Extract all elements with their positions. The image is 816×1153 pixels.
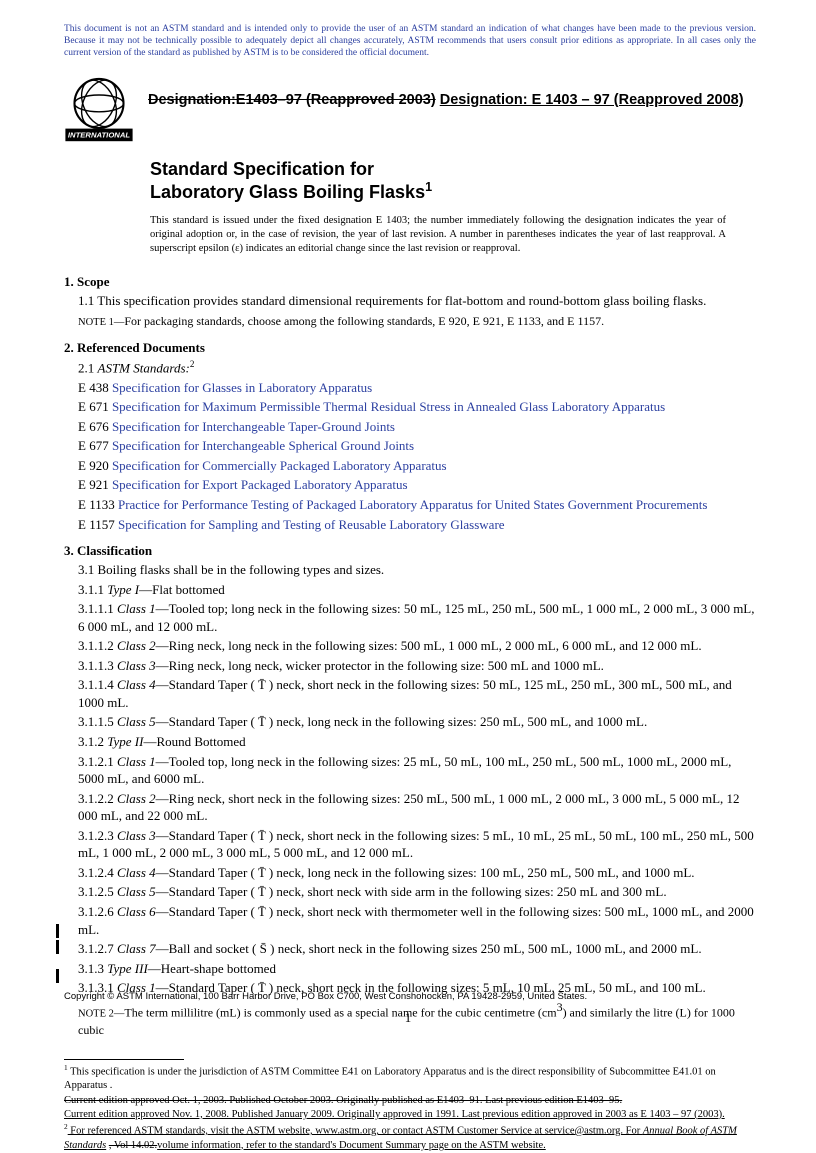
astm-logo: INTERNATIONAL bbox=[64, 74, 144, 148]
designation-line: Designation:E1403–97 (Reapproved 2003) D… bbox=[144, 74, 744, 108]
ref-item: E 1133 Practice for Performance Testing … bbox=[64, 496, 756, 514]
note1-text: For packaging standards, choose among th… bbox=[124, 314, 604, 328]
class-item: 3.1.2.3 Class 3—Standard Taper ( T̄ ) ne… bbox=[64, 827, 756, 862]
page-number: 1 bbox=[0, 1010, 816, 1026]
class-3.1.3: 3.1.3 Type III—Heart-shape bottomed bbox=[64, 960, 756, 978]
refdocs-heading: 2. Referenced Documents bbox=[64, 340, 756, 356]
ref-item: E 1157 Specification for Sampling and Te… bbox=[64, 516, 756, 534]
class-item: 3.1.2.7 Class 7—Ball and socket ( S̄ ) n… bbox=[64, 940, 756, 958]
classification-heading: 3. Classification bbox=[64, 543, 756, 559]
class-item: 3.1.1.5 Class 5—Standard Taper ( T̄ ) ne… bbox=[64, 713, 756, 731]
ref-link[interactable]: Specification for Glasses in Laboratory … bbox=[112, 380, 372, 395]
change-bar bbox=[56, 924, 59, 938]
old-designation: Designation:E1403–97 (Reapproved 2003) bbox=[148, 92, 436, 108]
ref-code: E 676 bbox=[78, 419, 112, 434]
ref-code: E 1133 bbox=[78, 497, 118, 512]
class-item: 3.1.1.1 Class 1—Tooled top; long neck in… bbox=[64, 600, 756, 635]
ref-code: E 921 bbox=[78, 477, 112, 492]
class-list-type1: 3.1.1.1 Class 1—Tooled top; long neck in… bbox=[64, 600, 756, 731]
class-item: 3.1.1.3 Class 3—Ring neck, long neck, wi… bbox=[64, 657, 756, 675]
scope-1.1: 1.1 This specification provides standard… bbox=[64, 292, 756, 310]
new-designation: Designation: E 1403 – 97 (Reapproved 200… bbox=[440, 92, 744, 108]
svg-text:INTERNATIONAL: INTERNATIONAL bbox=[68, 130, 131, 139]
ref-link[interactable]: Practice for Performance Testing of Pack… bbox=[118, 497, 707, 512]
ref-link[interactable]: Specification for Interchangeable Spheri… bbox=[112, 438, 414, 453]
class-3.1: 3.1 Boiling flasks shall be in the follo… bbox=[64, 561, 756, 579]
ref-item: E 671 Specification for Maximum Permissi… bbox=[64, 398, 756, 416]
change-bar bbox=[56, 969, 59, 983]
ref-link[interactable]: Specification for Interchangeable Taper-… bbox=[112, 419, 395, 434]
class-list-type2: 3.1.2.1 Class 1—Tooled top, long neck in… bbox=[64, 753, 756, 958]
class-3.1.2: 3.1.2 Type II—Round Bottomed bbox=[64, 733, 756, 751]
ref-link[interactable]: Specification for Sampling and Testing o… bbox=[118, 517, 505, 532]
ref-link[interactable]: Specification for Export Packaged Labora… bbox=[112, 477, 408, 492]
footnotes: 1 This specification is under the jurisd… bbox=[0, 1041, 816, 1153]
ref-item: E 438 Specification for Glasses in Labor… bbox=[64, 379, 756, 397]
footnote-2: 2 For referenced ASTM standards, visit t… bbox=[64, 1122, 756, 1153]
top-disclaimer: This document is not an ASTM standard an… bbox=[0, 0, 816, 60]
class-3.1.1: 3.1.1 Type I—Flat bottomed bbox=[64, 581, 756, 599]
class-item: 3.1.2.2 Class 2—Ring neck, short neck in… bbox=[64, 790, 756, 825]
ref-code: E 920 bbox=[78, 458, 112, 473]
class-item: 3.1.2.6 Class 6—Standard Taper ( T̄ ) ne… bbox=[64, 903, 756, 938]
title-line1: Standard Specification for bbox=[150, 159, 374, 179]
class-item: 3.1.2.1 Class 1—Tooled top, long neck in… bbox=[64, 753, 756, 788]
title-line2: Laboratory Glass Boiling Flasks bbox=[150, 182, 425, 202]
refdocs-2.1: 2.1 ASTM Standards:2 bbox=[64, 358, 756, 377]
change-bar bbox=[56, 940, 59, 954]
class-item: 3.1.2.4 Class 4—Standard Taper ( T̄ ) ne… bbox=[64, 864, 756, 882]
ref-code: E 677 bbox=[78, 438, 112, 453]
class-item: 3.1.1.4 Class 4—Standard Taper ( T̄ ) ne… bbox=[64, 676, 756, 711]
ref-link[interactable]: Specification for Commercially Packaged … bbox=[112, 458, 447, 473]
note1-label: NOTE 1— bbox=[78, 317, 124, 328]
ref-list: E 438 Specification for Glasses in Labor… bbox=[64, 379, 756, 533]
content-body: 1. Scope 1.1 This specification provides… bbox=[0, 262, 816, 1039]
footnote-1: 1 This specification is under the jurisd… bbox=[64, 1063, 756, 1094]
ref-code: E 1157 bbox=[78, 517, 118, 532]
ref-item: E 920 Specification for Commercially Pac… bbox=[64, 457, 756, 475]
ref-item: E 921 Specification for Export Packaged … bbox=[64, 476, 756, 494]
ref-code: E 438 bbox=[78, 380, 112, 395]
footnote-1-strike: Current edition approved Oct. 1, 2003. P… bbox=[64, 1094, 756, 1108]
scope-heading: 1. Scope bbox=[64, 274, 756, 290]
scope-note1: NOTE 1—For packaging standards, choose a… bbox=[64, 312, 756, 330]
ref-code: E 671 bbox=[78, 399, 112, 414]
copyright-line: Copyright © ASTM International, 100 Barr… bbox=[64, 991, 587, 1002]
title-sup: 1 bbox=[425, 180, 432, 194]
issue-note: This standard is issued under the fixed … bbox=[0, 204, 816, 263]
ref-link[interactable]: Specification for Maximum Permissible Th… bbox=[112, 399, 665, 414]
ref-item: E 676 Specification for Interchangeable … bbox=[64, 418, 756, 436]
class-item: 3.1.1.2 Class 2—Ring neck, long neck in … bbox=[64, 637, 756, 655]
header-row: INTERNATIONAL Designation:E1403–97 (Reap… bbox=[0, 60, 816, 148]
title-block: Standard Specification for Laboratory Gl… bbox=[0, 148, 816, 204]
class-item: 3.1.2.5 Class 5—Standard Taper ( T̄ ) ne… bbox=[64, 883, 756, 901]
footnote-1-underline: Current edition approved Nov. 1, 2008. P… bbox=[64, 1108, 756, 1122]
ref-item: E 677 Specification for Interchangeable … bbox=[64, 437, 756, 455]
